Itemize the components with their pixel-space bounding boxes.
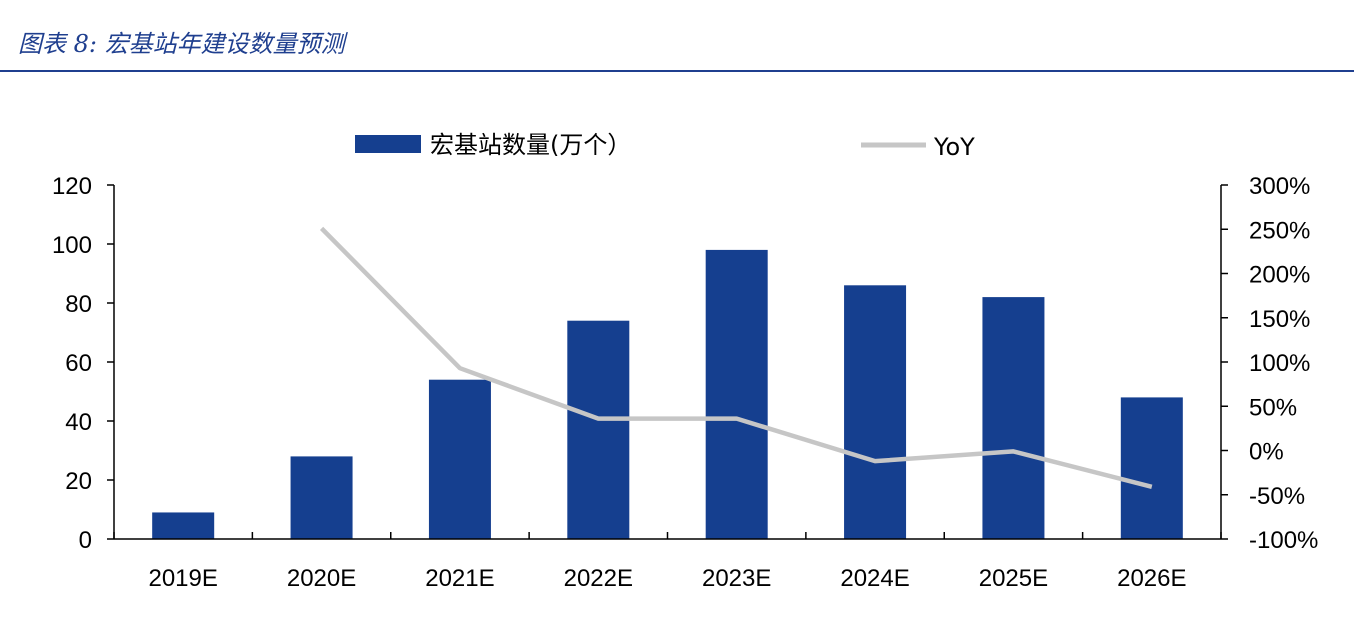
title-rule bbox=[0, 70, 1354, 72]
x-tick-label: 2025E bbox=[979, 565, 1048, 592]
x-tick-label: 2024E bbox=[840, 565, 909, 592]
legend-line-label: YoY bbox=[933, 133, 975, 161]
bar-2023E bbox=[705, 249, 768, 539]
x-tick-label: 2026E bbox=[1117, 565, 1186, 592]
y-right-tick-label: 250% bbox=[1249, 217, 1310, 244]
x-tick-label: 2019E bbox=[148, 565, 217, 592]
y-right-tick-label: -50% bbox=[1249, 483, 1305, 510]
bar-2020E bbox=[290, 456, 353, 539]
x-tick-label: 2020E bbox=[287, 565, 356, 592]
y-left-tick-label: 80 bbox=[65, 291, 92, 318]
bar-2019E bbox=[152, 512, 215, 539]
y-right-tick-label: 0% bbox=[1249, 439, 1284, 466]
bar-2021E bbox=[428, 379, 491, 539]
y-right-tick-label: 200% bbox=[1249, 262, 1310, 289]
y-right-tick-label: 50% bbox=[1249, 394, 1297, 421]
y-left-tick-label: 100 bbox=[52, 232, 92, 259]
x-tick-label: 2021E bbox=[425, 565, 494, 592]
bar-2024E bbox=[844, 285, 907, 539]
y-right-tick-label: 100% bbox=[1249, 350, 1310, 377]
y-left-tick-label: 40 bbox=[65, 409, 92, 436]
bar-2022E bbox=[567, 320, 630, 539]
x-tick-label: 2023E bbox=[702, 565, 771, 592]
bar-2025E bbox=[982, 297, 1045, 539]
x-tick-label: 2022E bbox=[564, 565, 633, 592]
bar-2026E bbox=[1120, 397, 1183, 539]
legend-bar-label: 宏基站数量(万个） bbox=[430, 131, 631, 159]
y-left-tick-label: 120 bbox=[52, 173, 92, 200]
y-right-tick-label: 150% bbox=[1249, 306, 1310, 333]
figure-title: 图表 8: 宏基站年建设数量预测 bbox=[18, 30, 345, 58]
y-left-tick-label: 60 bbox=[65, 350, 92, 377]
y-right-tick-label: 300% bbox=[1249, 173, 1310, 200]
y-right-tick-label: -100% bbox=[1249, 527, 1318, 554]
legend-bar-swatch bbox=[355, 135, 421, 153]
y-left-tick-label: 0 bbox=[79, 527, 92, 554]
y-left-tick-label: 20 bbox=[65, 468, 92, 495]
